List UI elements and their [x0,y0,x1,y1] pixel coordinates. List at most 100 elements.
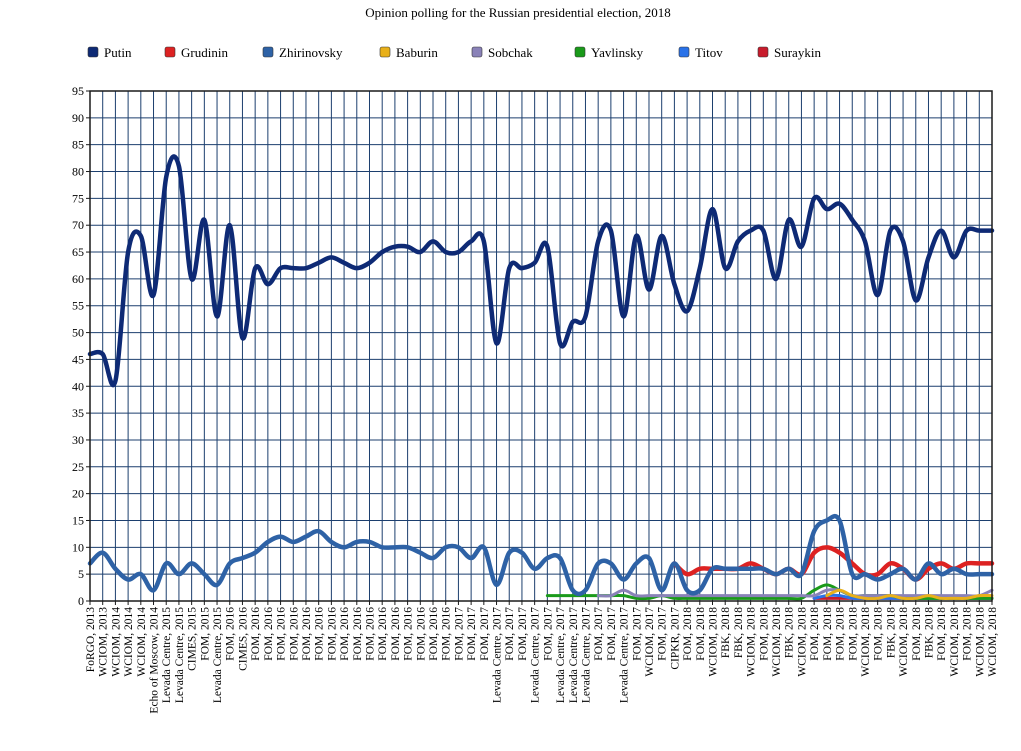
x-tick-label: Levada Centre, 2017 [580,607,592,703]
x-tick-label: FOM, 2018 [962,607,974,661]
x-tick-label: FOM, 2016 [301,607,313,661]
y-tick-label: 15 [72,513,84,527]
y-tick-label: 10 [72,540,84,554]
x-tick-label: FOM, 2016 [390,607,402,661]
plot-frame [89,90,993,602]
x-tick-label: FOM, 2017 [466,607,478,661]
x-tick-label: FOM, 2016 [339,607,351,661]
y-tick-label: 50 [72,326,84,340]
legend-label-yavlinsky: Yavlinsky [591,45,644,60]
x-tick-label: Levada Centre, 2015 [212,607,224,703]
x-tick-label: FOM, 2016 [263,607,275,661]
x-tick-label: Levada Centre, 2017 [555,607,567,703]
y-tick-label: 0 [78,594,84,608]
legend-label-titov: Titov [695,45,723,60]
x-tick-label: WCIOM, 2018 [746,607,758,677]
plot-area [90,91,992,601]
x-tick-label: FOM, 2016 [276,607,288,661]
y-tick-label: 65 [72,245,84,259]
legend-label-grudinin: Grudinin [181,45,228,60]
y-tick-label: 80 [72,165,84,179]
x-tick-label: WCIOM, 2018 [987,607,999,677]
x-tick-label: CIMES, 2016 [237,607,249,671]
y-tick-label: 40 [72,379,84,393]
x-tick-label: Echo of Moscow, 2014 [149,607,161,714]
x-tick-label: FBK, 2018 [923,607,935,658]
x-tick-label: FOM, 2018 [847,607,859,661]
x-tick-label: FOM, 2016 [403,607,415,661]
x-tick-label: FOM, 2016 [364,607,376,661]
x-tick-label: WCIOM, 2018 [898,607,910,677]
x-tick-label: FOM, 2018 [936,607,948,661]
x-tick-label: FOM, 2018 [911,607,923,661]
y-tick-label: 45 [72,352,84,366]
y-tick-label: 70 [72,218,84,232]
x-tick-label: WCIOM, 2017 [644,607,656,677]
legend-label-zhirinovsky: Zhirinovsky [279,45,343,60]
x-tick-label: WCIOM, 2014 [110,607,122,677]
legend-swatch-grudinin [164,46,176,58]
y-tick-label: 55 [72,299,84,313]
y-tick-label: 75 [72,191,84,205]
y-tick-label: 95 [72,84,84,98]
x-tick-label: FOM, 2017 [542,607,554,661]
x-tick-label: FOM, 2016 [225,607,237,661]
x-tick-label: Levada Centre, 2017 [492,607,504,703]
legend-label-suraykin: Suraykin [774,45,821,60]
x-tick-label: FOM, 2017 [631,607,643,661]
x-tick-label: FOM, 2017 [517,607,529,661]
legend: Putin Grudinin Zhirinovsky Baburin Sobchak Ya… [87,45,821,60]
series-line-baburin [825,588,994,601]
legend-swatch-suraykin [757,46,769,58]
x-tick-label: FoRGO, 2013 [85,607,97,672]
x-tick-label: Levada Centre, 2017 [530,607,542,703]
x-tick-label: FOM, 2016 [428,607,440,661]
x-tick-label: FOM, 2016 [415,607,427,661]
y-tick-label: 25 [72,460,84,474]
x-axis-ticks: FoRGO, 2013 WCIOM, 2013 WCIOM, 2014 WCIOM, … [85,601,999,714]
y-tick-label: 35 [72,406,84,420]
x-tick-label: FOM, 2018 [682,607,694,661]
x-tick-label: FBK, 2018 [885,607,897,658]
series-line-putin [87,154,995,388]
x-tick-label: WCIOM, 2018 [796,607,808,677]
x-tick-label: CIPKR, 2017 [669,607,681,670]
legend-label-putin: Putin [104,45,132,60]
legend-swatch-yavlinsky [574,46,586,58]
x-tick-label: WCIOM, 2018 [771,607,783,677]
x-tick-label: FOM, 2018 [822,607,834,661]
x-tick-label: CIMES, 2015 [187,607,199,671]
x-tick-label: FOM, 2017 [657,607,669,661]
x-tick-label: WCIOM, 2014 [123,607,135,677]
x-tick-label: FOM, 2016 [288,607,300,661]
x-tick-label: FOM, 2017 [453,607,465,661]
x-tick-label: FOM, 2016 [352,607,364,661]
legend-swatch-baburin [379,46,391,58]
y-tick-label: 90 [72,111,84,125]
x-tick-label: FOM, 2018 [695,607,707,661]
x-tick-label: WCIOM, 2014 [136,607,148,677]
x-tick-label: FOM, 2018 [758,607,770,661]
series-layer [87,154,995,601]
x-tick-label: FOM, 2016 [314,607,326,661]
x-tick-label: FOM, 2017 [479,607,491,661]
series-line-zhirinovsky [87,513,995,597]
x-tick-label: FOM, 2017 [606,607,618,661]
y-tick-label: 85 [72,138,84,152]
x-tick-label: FOM, 2017 [593,607,605,661]
y-axis-ticks: 0 5 10 15 20 25 30 35 40 45 50 55 60 65 70 75 80 85 90 95 [72,84,90,608]
x-tick-label: Levada Centre, 2017 [619,607,631,703]
x-tick-label: FOM, 2017 [504,607,516,661]
y-tick-label: 5 [78,567,84,581]
legend-label-baburin: Baburin [396,45,438,60]
x-tick-label: FOM, 2018 [809,607,821,661]
x-tick-label: Levada Centre, 2017 [568,607,580,703]
x-tick-label: FOM, 2016 [326,607,338,661]
x-tick-label: WCIOM, 2018 [860,607,872,677]
x-tick-label: FBK, 2018 [733,607,745,658]
legend-swatch-zhirinovsky [262,46,274,58]
x-tick-label: Levada Centre, 2015 [161,607,173,703]
x-tick-label: WCIOM, 2018 [949,607,961,677]
x-tick-label: FOM, 2016 [377,607,389,661]
legend-swatch-putin [87,46,99,58]
